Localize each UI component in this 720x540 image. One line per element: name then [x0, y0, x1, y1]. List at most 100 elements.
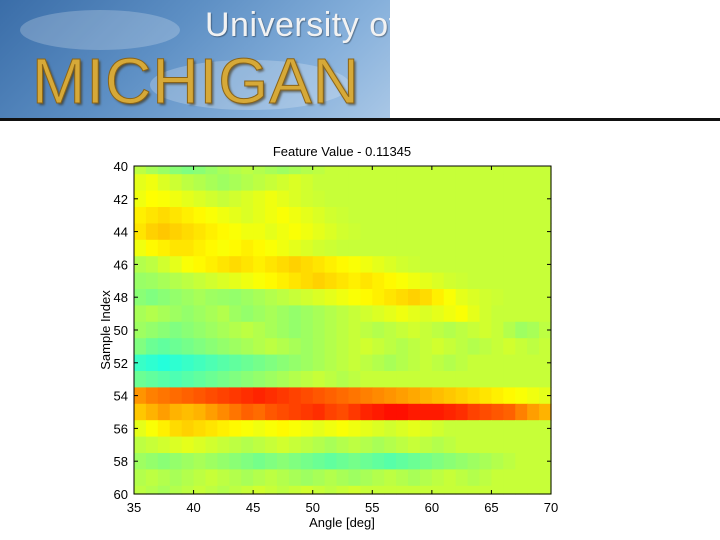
heatmap-cell — [193, 256, 207, 274]
heatmap-cell — [515, 166, 528, 175]
heatmap-cell — [217, 420, 230, 438]
heatmap-cell — [527, 239, 540, 257]
heatmap-cell — [360, 338, 373, 356]
heatmap-cell — [336, 420, 350, 438]
heatmap-cell — [479, 272, 493, 290]
heatmap-cell — [408, 338, 421, 356]
heatmap-cell — [360, 469, 373, 487]
heatmap-cell — [419, 207, 433, 224]
heatmap-cell — [348, 166, 361, 175]
heatmap-cell — [467, 207, 481, 224]
heatmap-cell — [348, 485, 361, 495]
heatmap-cell — [229, 338, 242, 356]
heatmap-cell — [265, 272, 278, 290]
heatmap-cell — [312, 256, 326, 274]
heatmap-cell — [229, 166, 242, 175]
heatmap-cell — [229, 387, 242, 405]
heatmap-cell — [503, 272, 516, 290]
heatmap-cell — [384, 207, 397, 224]
heatmap-cell — [169, 305, 183, 323]
heatmap-cell — [288, 321, 302, 339]
heatmap-cell — [419, 166, 433, 175]
y-tick-label: 46 — [114, 257, 128, 272]
heatmap-cell — [491, 207, 504, 224]
heatmap-cell — [265, 354, 278, 372]
heatmap-cell — [265, 387, 278, 405]
heatmap-cell — [384, 485, 397, 495]
heatmap-cell — [205, 321, 218, 339]
heatmap-cell — [479, 166, 493, 175]
heatmap-cell — [276, 207, 290, 224]
heatmap-cell — [157, 166, 171, 175]
heatmap-cell — [217, 403, 230, 421]
heatmap-cell — [527, 289, 540, 306]
heatmap-cell — [467, 485, 481, 495]
heatmap-cell — [324, 453, 338, 470]
heatmap-cell — [539, 321, 552, 339]
heatmap-cell — [408, 485, 421, 495]
heatmap-cell — [372, 207, 385, 224]
heatmap-cell — [217, 371, 230, 388]
heatmap-cell — [312, 469, 326, 487]
heatmap-cell — [145, 256, 159, 274]
heatmap-cell — [396, 387, 409, 405]
heatmap-cell — [181, 420, 195, 438]
heatmap-cell — [157, 289, 171, 306]
heatmap-cell — [229, 289, 242, 306]
heatmap-cell — [431, 453, 445, 470]
heatmap-cell — [419, 174, 433, 192]
heatmap-cell — [360, 436, 373, 454]
heatmap-cell — [324, 190, 338, 208]
y-tick-label: 54 — [114, 389, 128, 404]
y-tick-label: 52 — [114, 356, 128, 371]
heatmap-cell — [217, 436, 230, 454]
heatmap-cell — [527, 354, 540, 372]
heatmap-cell — [408, 453, 421, 470]
heatmap-cell — [455, 289, 469, 306]
heatmap-cell — [384, 469, 397, 487]
heatmap-cell — [515, 469, 528, 487]
heatmap-cell — [336, 469, 350, 487]
heatmap-cell — [265, 223, 278, 241]
heatmap-cell — [431, 223, 445, 241]
heatmap-cell — [300, 420, 314, 438]
x-tick-label: 45 — [246, 500, 260, 515]
heatmap-cell — [443, 256, 457, 274]
heatmap-cell — [288, 338, 302, 356]
heatmap-cell — [276, 321, 290, 339]
heatmap-cell — [396, 403, 409, 421]
heatmap-cell — [467, 354, 481, 372]
heatmap-cell — [265, 371, 278, 388]
heatmap-cell — [157, 223, 171, 241]
heatmap-cell — [467, 338, 481, 356]
heatmap-cell — [372, 190, 385, 208]
heatmap-cell — [276, 469, 290, 487]
heatmap-cell — [384, 190, 397, 208]
heatmap-cell — [288, 485, 302, 495]
y-tick-label: 58 — [114, 454, 128, 469]
heatmap-cell — [288, 256, 302, 274]
heatmap-cell — [241, 190, 254, 208]
heatmap-cell — [360, 354, 373, 372]
heatmap-cell — [253, 207, 266, 224]
heatmap-cell — [515, 256, 528, 274]
heatmap-cell — [372, 453, 385, 470]
heatmap-cell — [419, 453, 433, 470]
heatmap-cell — [443, 321, 457, 339]
heatmap-cell — [134, 469, 147, 487]
heatmap-cell — [431, 256, 445, 274]
heatmap-cell — [241, 166, 254, 175]
heatmap-cell — [384, 305, 397, 323]
heatmap-cell — [443, 272, 457, 290]
heatmap-cell — [455, 207, 469, 224]
heatmap-cell — [539, 305, 552, 323]
heatmap-cell — [467, 174, 481, 192]
heatmap-cell — [491, 174, 504, 192]
heatmap-cell — [276, 436, 290, 454]
heatmap-cell — [348, 190, 361, 208]
heatmap-cell — [193, 239, 207, 257]
heatmap-cell — [276, 223, 290, 241]
heatmap-cell — [527, 338, 540, 356]
heatmap-cell — [431, 305, 445, 323]
heatmap-cell — [348, 289, 361, 306]
